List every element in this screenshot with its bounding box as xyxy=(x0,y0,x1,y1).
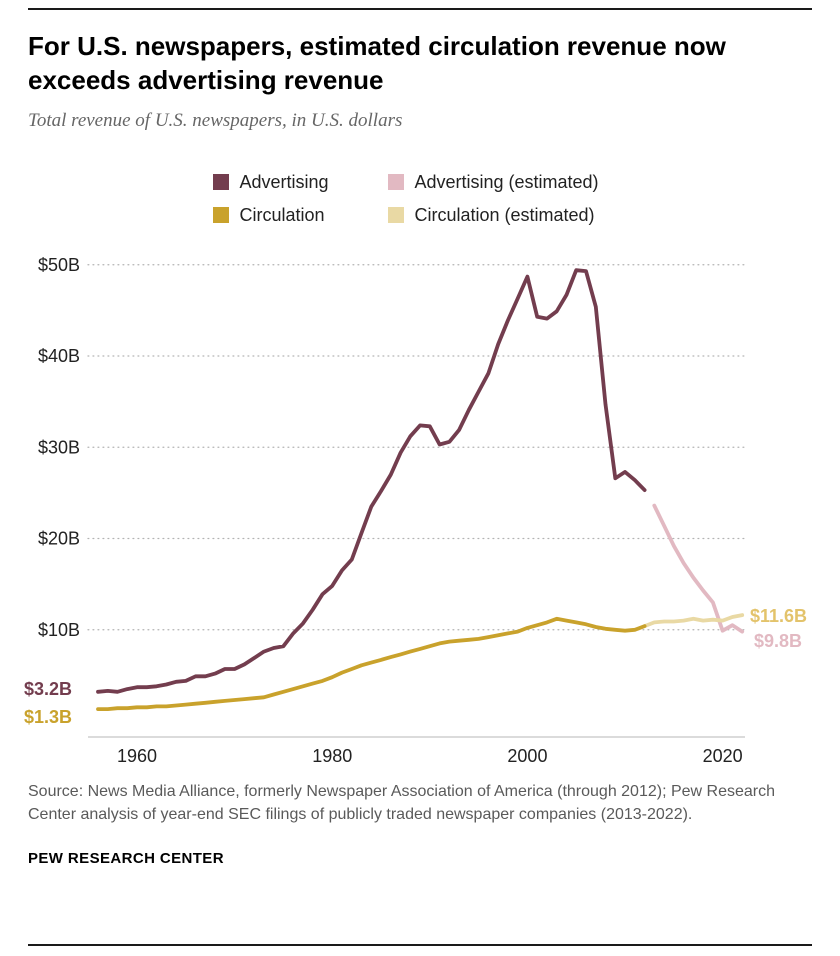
svg-text:2020: 2020 xyxy=(703,746,743,766)
end-value-label-advertising-estimated: $9.8B xyxy=(754,630,803,651)
legend-swatch-advertising xyxy=(213,174,230,191)
revenue-chart: $50B $40B $30B $20B $10B 1960 1980 2000 2020 $3.… xyxy=(0,240,840,770)
legend-label-circulation: Circulation xyxy=(239,204,325,225)
svg-text:$40B: $40B xyxy=(38,346,80,366)
legend-item-advertising-estimated: Advertising (estimated) xyxy=(388,171,599,193)
svg-text:$50B: $50B xyxy=(38,254,80,274)
svg-text:2000: 2000 xyxy=(507,746,547,766)
legend-label-advertising: Advertising xyxy=(239,171,329,192)
start-value-label-advertising: $3.2B xyxy=(24,678,73,699)
svg-text:$10B: $10B xyxy=(38,619,80,639)
svg-text:1980: 1980 xyxy=(312,746,352,766)
legend-swatch-advertising-estimated xyxy=(388,174,405,191)
legend-swatch-circulation xyxy=(213,207,230,224)
legend-label-circulation-estimated: Circulation (estimated) xyxy=(414,204,595,225)
legend-item-circulation-estimated: Circulation (estimated) xyxy=(388,205,598,226)
chart-legend: Advertising Advertising (estimated) Circ… xyxy=(0,172,826,226)
legend-item-advertising: Advertising xyxy=(213,172,388,193)
legend-label-advertising-estimated: Advertising (estimated) xyxy=(414,171,599,192)
page-title: For U.S. newspapers, estimated circulati… xyxy=(28,31,726,95)
page-subtitle: Total revenue of U.S. newspapers, in U.S… xyxy=(28,109,403,131)
svg-text:1960: 1960 xyxy=(117,746,157,766)
svg-text:$30B: $30B xyxy=(38,437,80,457)
svg-text:$20B: $20B xyxy=(38,528,80,548)
legend-item-circulation: Circulation xyxy=(213,205,388,226)
source-note: Source: News Media Alliance, formerly Ne… xyxy=(28,782,776,823)
start-value-label-circulation: $1.3B xyxy=(24,706,73,727)
brand-footer: PEW RESEARCH CENTER xyxy=(28,849,224,867)
revenue-chart-svg: $50B $40B $30B $20B $10B 1960 1980 2000 2020 xyxy=(38,254,746,766)
top-rule xyxy=(28,8,812,10)
end-value-label-circulation-estimated: $11.6B xyxy=(750,605,808,626)
legend-swatch-circulation-estimated xyxy=(388,207,405,224)
bottom-rule xyxy=(28,944,812,946)
